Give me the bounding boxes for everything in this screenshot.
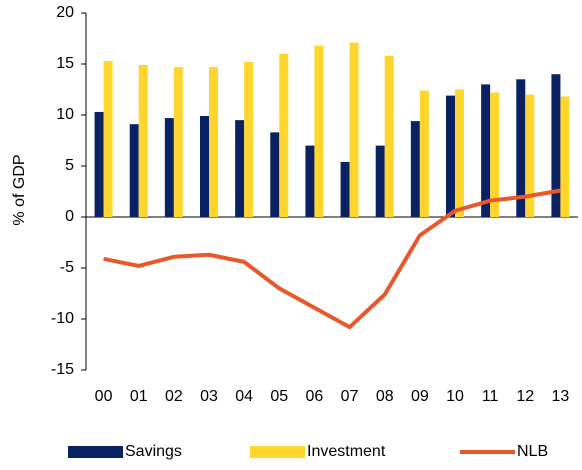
- bar: [410, 121, 420, 217]
- bar: [525, 94, 535, 217]
- bar: [375, 145, 385, 217]
- y-tick-label: 15: [56, 55, 74, 72]
- bar: [129, 124, 139, 217]
- y-tick-label: 10: [56, 106, 74, 123]
- bar: [164, 118, 174, 217]
- bar: [455, 89, 464, 217]
- bar: [94, 111, 104, 217]
- bar: [481, 84, 491, 218]
- x-tick-label: 10: [446, 388, 464, 405]
- y-tick-label: -5: [60, 259, 74, 276]
- legend-label: Savings: [125, 443, 182, 460]
- x-tick-label: 05: [270, 388, 288, 405]
- x-tick-label: 00: [95, 388, 113, 405]
- x-tick-label: 06: [306, 388, 324, 405]
- legend-label: NLB: [517, 443, 548, 460]
- bar: [340, 161, 350, 217]
- legend-swatch: [68, 446, 123, 458]
- bar: [516, 79, 526, 217]
- x-tick-label: 01: [130, 388, 148, 405]
- x-tick-label: 08: [376, 388, 394, 405]
- y-tick-label: 20: [56, 4, 74, 21]
- bar: [200, 116, 209, 217]
- bar: [279, 53, 289, 217]
- bar: [270, 132, 280, 217]
- x-tick-label: 04: [235, 388, 253, 405]
- x-tick-label: 09: [411, 388, 429, 405]
- bar: [103, 60, 113, 217]
- bar: [560, 96, 570, 217]
- y-tick-label: 5: [65, 157, 74, 174]
- legend-swatch: [250, 446, 305, 458]
- bar: [490, 92, 500, 217]
- legend-label: Investment: [307, 443, 386, 460]
- line: [103, 188, 561, 330]
- bar: [173, 67, 183, 217]
- bar: [209, 67, 218, 217]
- y-tick-label: -15: [51, 361, 74, 378]
- bar: [138, 65, 148, 218]
- x-tick-label: 11: [482, 388, 499, 405]
- bar: [349, 42, 359, 217]
- x-tick-label: 12: [516, 388, 534, 405]
- y-tick-label: 0: [65, 208, 74, 225]
- y-tick-label: -10: [51, 310, 74, 327]
- y-axis-label: % of GDP: [11, 154, 28, 225]
- bar: [235, 120, 245, 217]
- x-tick-label: 03: [200, 388, 218, 405]
- x-tick-label: 02: [165, 388, 183, 405]
- x-tick-label: 13: [552, 388, 570, 405]
- bar: [384, 55, 394, 218]
- bar: [446, 95, 455, 217]
- bar: [551, 74, 561, 217]
- x-tick-label: 07: [341, 388, 359, 405]
- bar: [305, 145, 315, 217]
- bar: [244, 61, 254, 218]
- bar: [314, 45, 324, 217]
- bar: [419, 90, 429, 217]
